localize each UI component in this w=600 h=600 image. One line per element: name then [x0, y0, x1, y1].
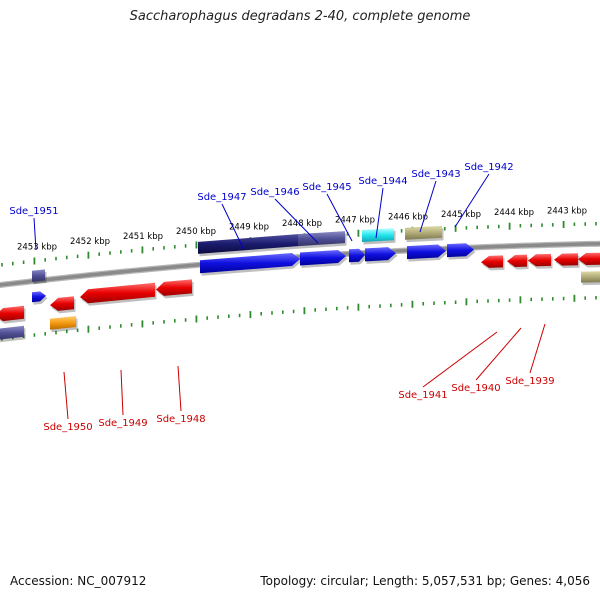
gene-sde-1951-arrow [32, 291, 48, 305]
gene-label-leader [454, 173, 490, 228]
gene-body [198, 234, 298, 254]
gene-sde-1941-arrow [481, 255, 505, 271]
gene-sde-1946-arrow [300, 250, 348, 268]
gene-sde-1953-arrow [0, 305, 26, 324]
gene-body [554, 253, 578, 266]
gene-label-bottom: Sde_1939 [505, 376, 554, 387]
scale-label: 2452 kbp [70, 237, 110, 247]
gene-body [365, 247, 396, 262]
gene-body [50, 316, 76, 330]
gene-body [200, 253, 300, 274]
gene-label-bottom: Sde_1941 [398, 390, 447, 401]
gene-label-top: Sde_1942 [464, 162, 513, 173]
gene-sde-1940-arrow [507, 254, 529, 270]
gene-label-leader [274, 198, 319, 244]
gene-sde-1936-block [581, 271, 600, 286]
scale-label: 2451 kbp [123, 232, 163, 242]
gene-sde-1946-block [298, 231, 347, 249]
gene-label-leader [33, 217, 37, 251]
gene-body [0, 325, 24, 340]
gene-body [362, 228, 394, 242]
gene-sde-1943-block [405, 225, 444, 243]
gene-label-leader [221, 203, 245, 251]
gene-body [578, 252, 600, 265]
gene-body [349, 248, 365, 263]
gene-label-leader [422, 331, 498, 388]
gene-body [447, 243, 474, 258]
gene-body [50, 296, 74, 311]
gene-sde-1943-arrow [407, 244, 448, 262]
gene-sde-1947-arrow [200, 253, 302, 276]
gene-body [32, 291, 46, 303]
gene-label-top: Sde_1951 [9, 206, 58, 217]
gene-label-leader [177, 365, 182, 412]
gene-body [80, 282, 155, 304]
gene-label-leader [529, 323, 546, 374]
gene-label-bottom: Sde_1948 [156, 414, 205, 425]
gene-sde-1937-arrow [578, 252, 600, 268]
gene-body [32, 269, 45, 282]
scale-label: 2448 kbp [282, 219, 322, 229]
gene-sde-1944-block [362, 228, 396, 245]
gene-body [581, 271, 600, 283]
gene-sde-1950-arrow [50, 296, 76, 314]
gene-sde-1950-block [50, 316, 78, 333]
gene-label-bottom: Sde_1950 [43, 422, 92, 433]
gene-body [156, 279, 192, 296]
scale-label: 2449 kbp [229, 223, 269, 233]
gene-sde-1949-arrow [80, 282, 157, 306]
gene-body [507, 254, 527, 267]
figure-title: Saccharophagus degradans 2-40, complete … [129, 9, 471, 24]
gene-label-leader [419, 180, 437, 233]
scale-label: 2450 kbp [176, 227, 216, 237]
gene-sde-1948-arrow [156, 279, 194, 299]
gene-label-bottom: Sde_1940 [451, 383, 500, 394]
gene-label-top: Sde_1945 [302, 182, 351, 193]
gene-sde-1938-arrow [554, 253, 580, 269]
gene-label-bottom: Sde_1949 [98, 418, 147, 429]
gene-label-top: Sde_1943 [411, 169, 460, 180]
gene-label-leader [120, 369, 124, 416]
gene-label-top: Sde_1946 [250, 187, 299, 198]
gene-sde-1944-arrow [365, 247, 398, 264]
scale-label: 2444 kbp [494, 208, 534, 218]
scale-label: 2443 kbp [547, 207, 587, 217]
gene-label-leader [326, 193, 353, 242]
gene-body [407, 244, 446, 260]
gene-sde-1945-arrow [349, 248, 367, 265]
genome-summary-text: Topology: circular; Length: 5,057,531 bp… [260, 574, 590, 588]
gene-sde-1951-block [32, 269, 47, 285]
scale-label: 2446 kbp [388, 213, 428, 223]
gene-label-leader [475, 327, 522, 381]
gene-body [405, 225, 442, 240]
gene-body [481, 255, 503, 268]
accession-text: Accession: NC_007912 [10, 574, 147, 588]
gene-label-top: Sde_1944 [358, 176, 407, 187]
scale-label: 2447 kbp [335, 215, 375, 225]
gene-label-top: Sde_1947 [197, 192, 246, 203]
gene-sde-1942-arrow [447, 243, 476, 260]
gene-body [300, 250, 346, 266]
gene-label-leader [375, 187, 384, 239]
gene-body [528, 253, 551, 267]
scale-label: 2453 kbp [17, 243, 57, 253]
scale-label: 2445 kbp [441, 210, 481, 220]
gene-sde-1947-block [198, 234, 300, 257]
gene-body [0, 305, 24, 322]
gene-sde-1939-arrow [528, 253, 553, 269]
gene-label-leader [63, 371, 69, 420]
gene-sde-1952-block [0, 325, 26, 343]
